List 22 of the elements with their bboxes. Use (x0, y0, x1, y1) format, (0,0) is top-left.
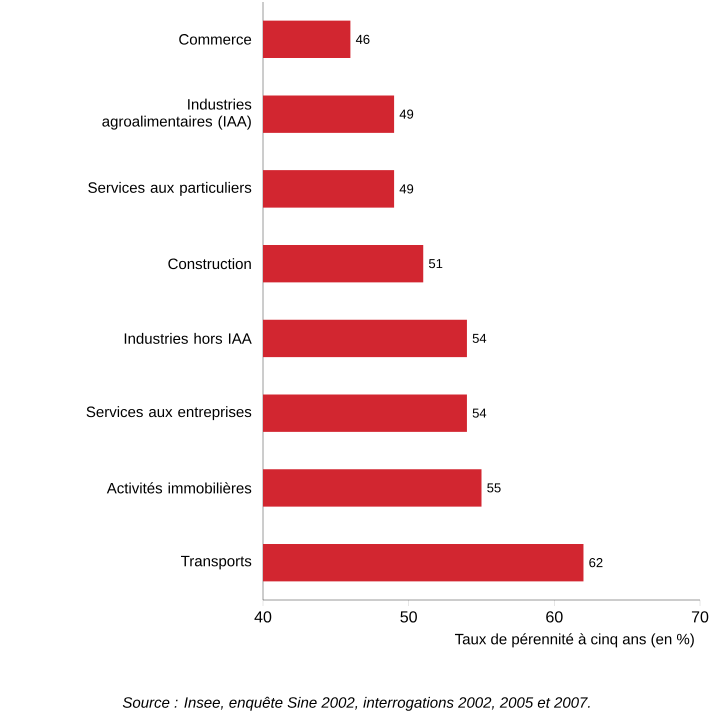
x-axis-title: Taux de pérennité à cinq ans (en %) (454, 633, 694, 648)
y-tick-label: Services aux particuliers (88, 182, 252, 196)
data-label: 46 (356, 34, 370, 44)
y-tick-label: Commerce (179, 34, 252, 45)
data-label: 54 (472, 334, 486, 343)
y-tick-label: Construction (168, 258, 251, 270)
data-label: 49 (400, 110, 414, 119)
y-tick-label: Transports (180, 556, 252, 570)
y-tick-label: Industries agroalimentaires (IAA) (102, 98, 252, 130)
y-tick-label: Industries hors IAA (124, 332, 252, 344)
text: Source : Insee, enquête Sine 2002, interrogations 2002, 2005 et 2007. (122, 696, 590, 711)
y-tick-label: Services aux entreprises (86, 406, 252, 420)
x-tick-label: 60 (546, 611, 563, 623)
data-label: 51 (428, 259, 442, 268)
data-label: 54 (472, 408, 486, 418)
x-tick-label: 50 (400, 611, 417, 623)
data-label: 55 (487, 483, 501, 492)
data-label: 62 (589, 558, 602, 568)
data-label: 49 (400, 184, 414, 194)
y-tick-label: Activités immobilières (106, 482, 252, 494)
x-tick-label: 70 (692, 611, 708, 623)
x-tick-label: 40 (254, 611, 272, 623)
